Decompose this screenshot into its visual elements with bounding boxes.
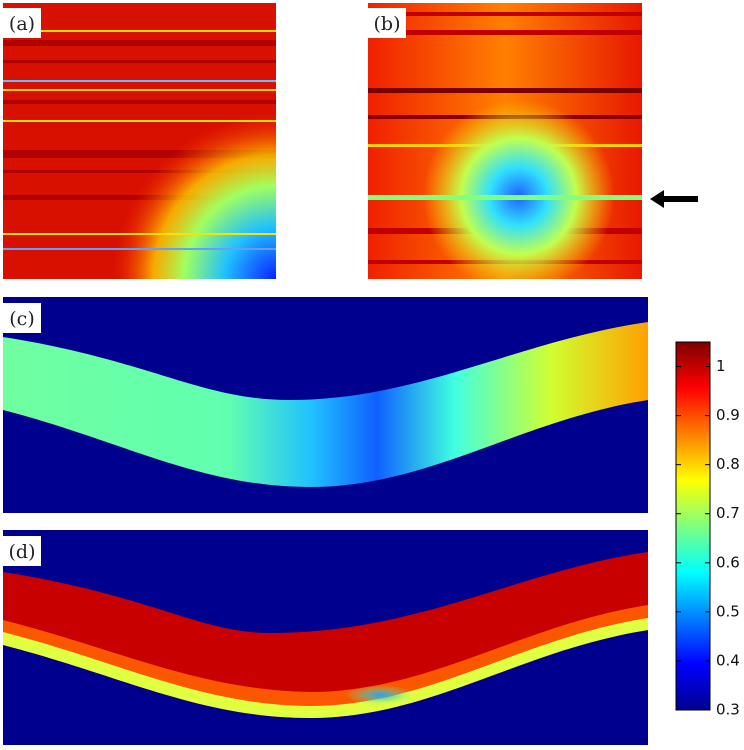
colorbar-tick-label: 1 — [716, 357, 726, 375]
colorbar-tick-label: 0.5 — [716, 602, 740, 620]
arrow — [650, 190, 698, 208]
panel-label: (d) — [9, 541, 36, 563]
colorbar-tick-label: 0.8 — [716, 455, 740, 473]
panel-label: (b) — [374, 13, 401, 35]
colorbar — [675, 341, 711, 711]
label-box — [368, 8, 406, 38]
label-box — [3, 8, 41, 38]
panel-c — [3, 297, 648, 513]
colorbar-tick-label: 0.4 — [716, 651, 740, 669]
panel-a — [3, 3, 276, 279]
colorbar-tick-label: 0.6 — [716, 553, 740, 571]
label-box — [3, 303, 41, 333]
panel-d — [3, 530, 648, 745]
colorbar-tick-label: 0.9 — [716, 406, 740, 424]
panel-label: (c) — [9, 308, 34, 330]
label-box — [3, 536, 41, 566]
panel-label: (a) — [9, 13, 35, 35]
panel-labels: (a) (b) (c) (d) — [3, 8, 406, 566]
colorbar-tick-label: 0.7 — [716, 504, 740, 522]
colorbar-tick-label: 0.3 — [716, 701, 740, 719]
panel-b — [368, 3, 698, 279]
